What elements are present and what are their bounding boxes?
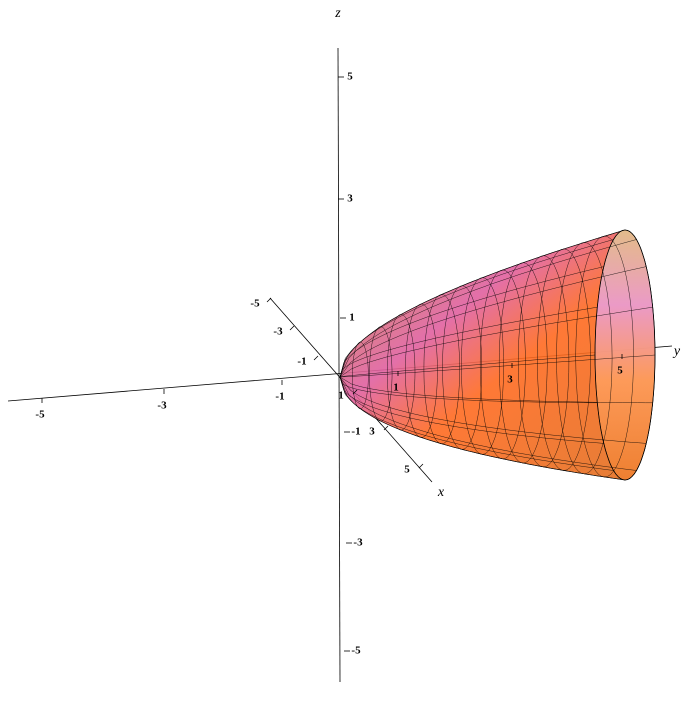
x-tick-label: -1	[297, 356, 306, 368]
x-tick-label: 1	[338, 390, 344, 402]
x-tick-label: 3	[369, 426, 375, 438]
mesh-meridian	[339, 376, 604, 444]
x-tick	[383, 425, 389, 431]
x-axis-label: x	[437, 485, 445, 500]
y-tick-label: 5	[617, 365, 623, 377]
z-axis-label: z	[334, 6, 341, 21]
mesh-meridian	[339, 376, 614, 471]
y-tick-label: 3	[507, 374, 513, 386]
mesh-meridian	[339, 376, 653, 404]
mesh-meridian	[339, 306, 653, 378]
z-tick-label: -1	[351, 426, 360, 438]
mesh-meridian	[339, 239, 637, 378]
z-tick-label: 5	[347, 71, 353, 83]
x-tick-label: -3	[273, 326, 283, 338]
y-axis-label: y	[672, 344, 681, 359]
x-tick-label: -5	[250, 298, 260, 310]
mesh-meridian	[339, 354, 596, 378]
mesh-meridian	[339, 376, 626, 481]
z-tick-label: -3	[353, 537, 363, 549]
y-tick-label: 1	[393, 382, 399, 394]
mesh-meridian	[339, 376, 598, 404]
y-tick-label: -3	[157, 400, 167, 412]
x-tick	[418, 463, 424, 469]
mesh-meridian	[339, 266, 647, 378]
mesh-meridian	[339, 229, 626, 378]
x-tick	[352, 389, 358, 395]
mesh-meridian	[339, 376, 637, 471]
z-tick-label: 3	[347, 193, 353, 205]
surface	[339, 229, 656, 481]
mesh-meridian	[339, 239, 614, 378]
mesh-meridian	[339, 354, 656, 378]
x-tick	[313, 355, 319, 361]
z-tick-label: 1	[349, 312, 355, 324]
labels: x -5 -3 -1 1 3 5 y -5 -3 -1 1 3 5 z 5 3 1 -1 -3 -5	[35, 6, 680, 656]
z-axis	[337, 47, 341, 683]
y-tick-label: -1	[275, 391, 284, 403]
mesh-meridian	[339, 306, 598, 378]
mesh-meridian	[339, 266, 604, 378]
y-tick-label: -5	[35, 409, 45, 421]
x-tick-label: 5	[404, 464, 410, 476]
mesh-meridian	[339, 376, 647, 444]
x-tick	[289, 325, 295, 331]
z-tick-label: -5	[351, 645, 361, 657]
x-tick	[266, 297, 272, 303]
